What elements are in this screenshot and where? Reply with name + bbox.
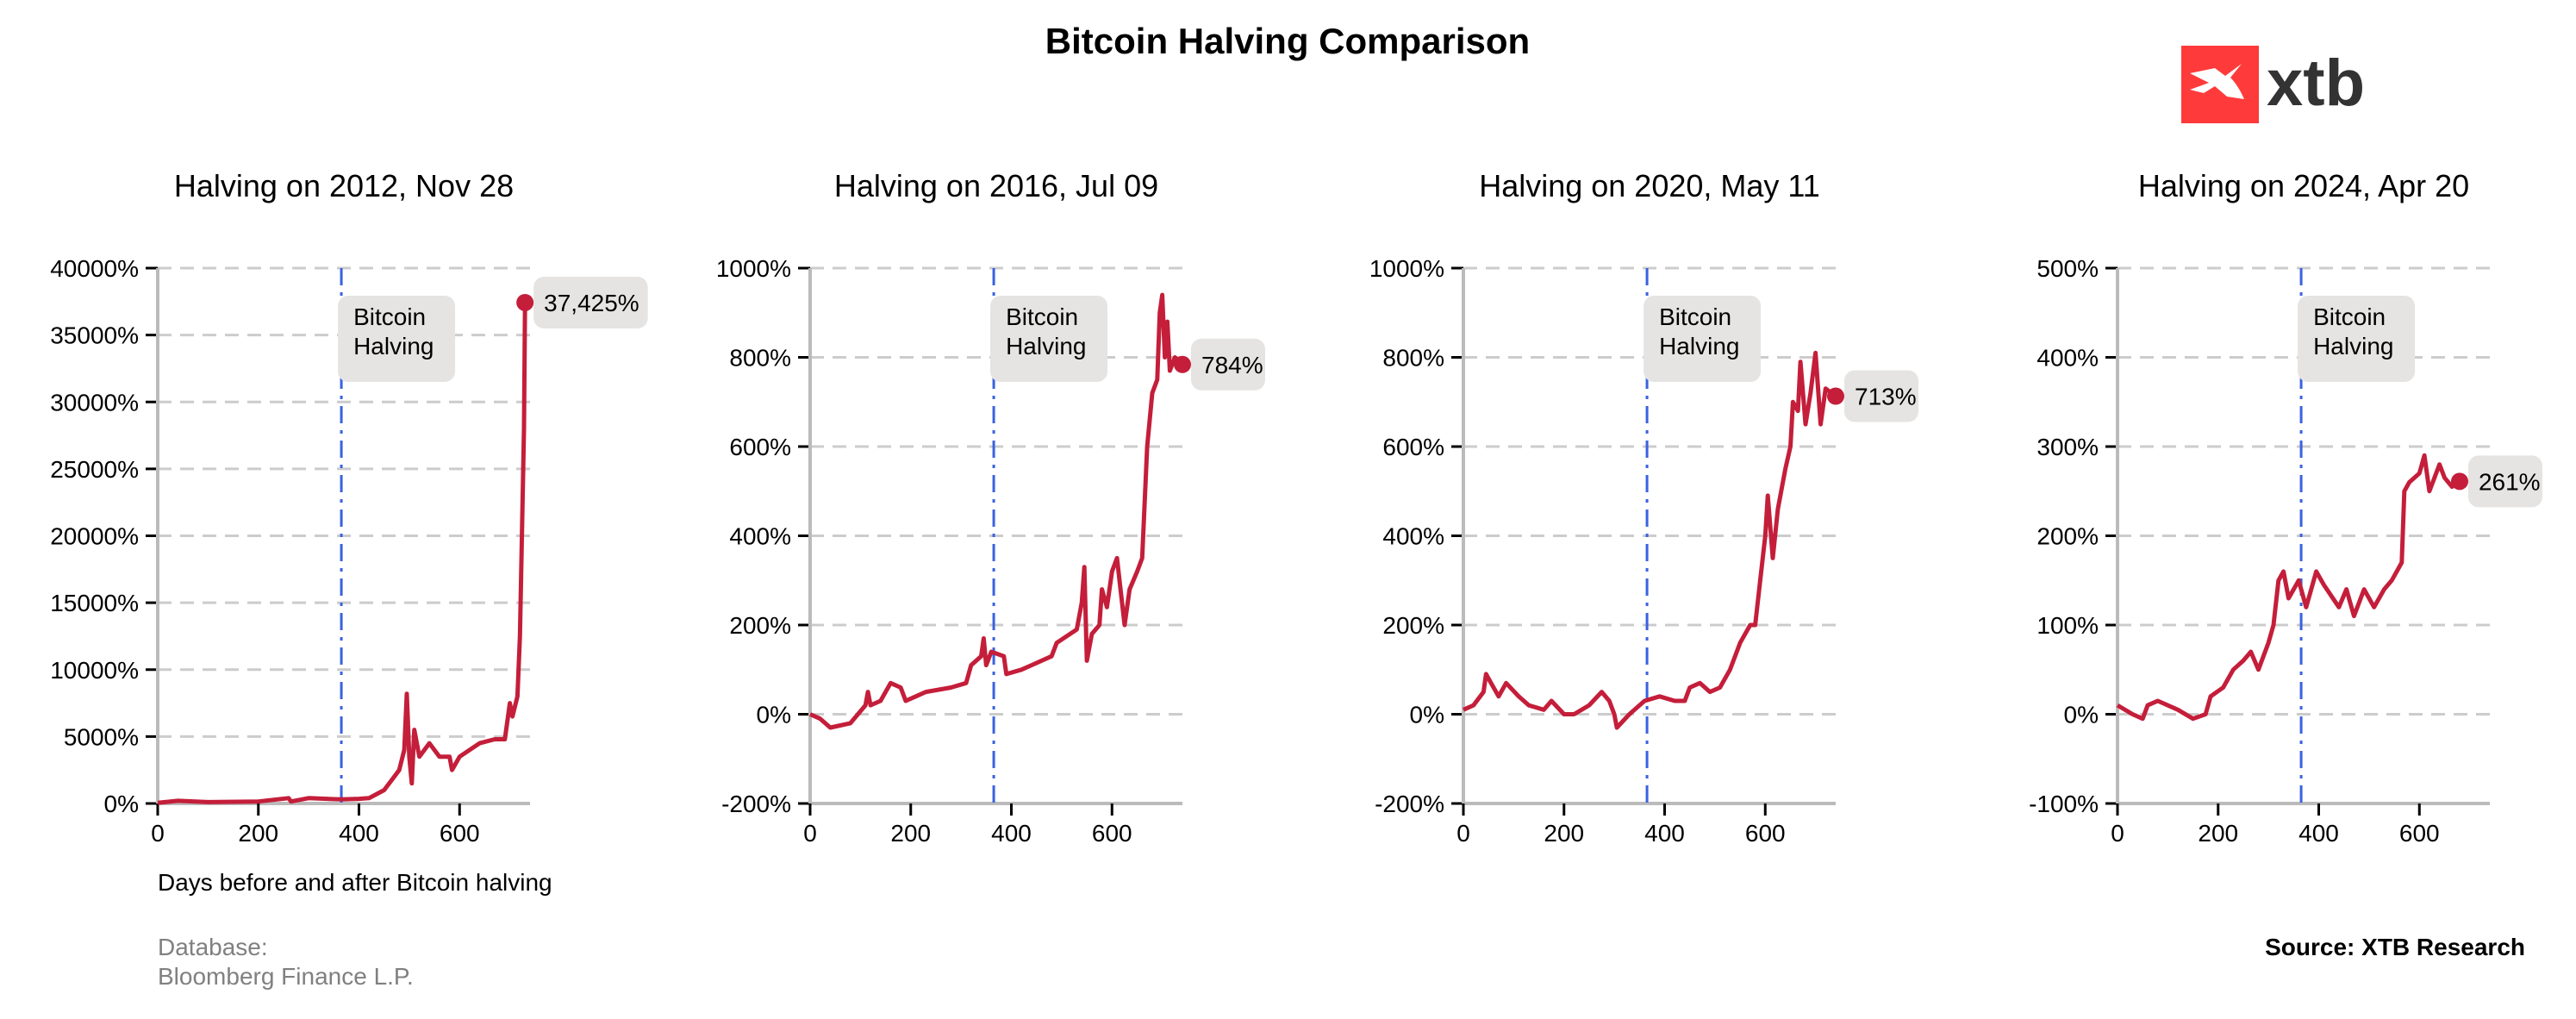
x-tick-label: 400 (2298, 820, 2339, 847)
x-tick-label: 600 (2399, 820, 2440, 847)
y-tick-label: 25000% (50, 456, 139, 483)
end-value-label: 784% (1201, 352, 1263, 378)
database-label: Database: (158, 934, 268, 960)
halving-annotation-text: Halving (353, 333, 433, 359)
halving-annotation-box (338, 296, 456, 382)
y-tick-label: 0% (757, 702, 791, 728)
panel-title: Halving on 2016, Jul 09 (834, 168, 1158, 203)
price-line (1462, 350, 1837, 730)
x-tick-label: 0 (1456, 820, 1470, 847)
y-tick-label: 400% (729, 523, 791, 550)
halving-annotation-box (990, 296, 1108, 382)
end-value-box (2467, 455, 2542, 508)
x-tick-label: 200 (2198, 820, 2238, 847)
x-tick-label: 200 (890, 820, 931, 847)
end-point (1174, 355, 1191, 373)
end-value-box (533, 276, 648, 328)
y-tick-label: 400% (1382, 523, 1444, 550)
y-tick-label: 400% (2036, 345, 2099, 372)
x-tick-label: 0 (2111, 820, 2124, 847)
database-value: Bloomberg Finance L.P. (158, 963, 414, 990)
y-tick-label: 100% (2036, 612, 2099, 639)
halving-annotation-text: Bitcoin (2313, 303, 2386, 330)
halving-annotation-text: Halving (2313, 333, 2393, 359)
x-tick-label: 600 (440, 820, 480, 847)
x-tick-label: 600 (1092, 820, 1132, 847)
y-tick-label: 800% (1382, 345, 1444, 372)
halving-annotation-text: Bitcoin (1006, 303, 1078, 330)
x-tick-label: 400 (991, 820, 1032, 847)
halving-annotation-box (1644, 296, 1762, 382)
y-tick-label: 600% (1382, 434, 1444, 460)
end-value-label: 261% (2479, 468, 2541, 495)
panel-4: Halving on 2024, Apr 20 -100% 0% 100% 200% 30… (2029, 168, 2542, 847)
y-tick-label: 15000% (50, 590, 139, 616)
y-tick-label: 5000% (64, 723, 139, 750)
y-tick-label: -100% (2029, 791, 2099, 817)
logo-text: xtb (2267, 47, 2365, 120)
x-tick-label: 400 (339, 820, 379, 847)
xtb-logo: xtb (2181, 46, 2365, 123)
end-point (2450, 472, 2468, 491)
end-value-box (1844, 370, 1918, 422)
halving-annotation-text: Bitcoin (353, 303, 426, 330)
halving-annotation-text: Halving (1006, 333, 1086, 359)
y-tick-label: 0% (2064, 702, 2099, 728)
y-tick-label: 300% (2036, 434, 2099, 460)
y-tick-label: 500% (2036, 255, 2099, 282)
halving-annotation-box (2298, 296, 2416, 382)
y-tick-label: 35000% (50, 322, 139, 349)
x-tick-label: 600 (1745, 820, 1786, 847)
panel-title: Halving on 2024, Apr 20 (2138, 168, 2469, 203)
y-tick-label: 800% (729, 345, 791, 372)
price-line (808, 292, 1184, 730)
x-tick-label: 200 (238, 820, 278, 847)
y-tick-label: 200% (1382, 612, 1444, 639)
y-tick-label: 200% (2036, 523, 2099, 550)
x-tick-label: 0 (803, 820, 817, 847)
figure-title: Bitcoin Halving Comparison (1045, 21, 1530, 61)
y-tick-label: -200% (1375, 791, 1444, 817)
end-point (516, 293, 534, 311)
halving-annotation: Bitcoin Halving (338, 296, 456, 382)
price-line (157, 302, 527, 805)
end-point (1827, 387, 1844, 405)
end-value-label: 37,425% (544, 290, 639, 316)
halving-annotation: Bitcoin Halving (1644, 296, 1762, 382)
panel-1: Halving on 2012, Nov 28 0% 5000% 10000% 1500… (50, 168, 648, 847)
x-tick-label: 0 (151, 820, 165, 847)
y-tick-label: 600% (729, 434, 791, 460)
x-axis-label: Days before and after Bitcoin halving (158, 869, 552, 896)
halving-annotation-text: Bitcoin (1659, 303, 1731, 330)
panel-2: Halving on 2016, Jul 09 -200% 0% 200% 400% 60… (716, 168, 1265, 847)
y-tick-label: 10000% (50, 657, 139, 684)
x-tick-label: 200 (1544, 820, 1584, 847)
halving-annotation-text: Halving (1659, 333, 1739, 359)
halving-annotation: Bitcoin Halving (990, 296, 1108, 382)
price-line (2116, 453, 2461, 722)
panel-title: Halving on 2012, Nov 28 (174, 168, 514, 203)
panel-title: Halving on 2020, May 11 (1479, 168, 1820, 203)
y-tick-label: 1000% (1369, 255, 1444, 282)
y-tick-label: 30000% (50, 389, 139, 416)
y-tick-label: 1000% (716, 255, 791, 282)
y-tick-label: 40000% (50, 255, 139, 282)
halving-annotation: Bitcoin Halving (2298, 296, 2416, 382)
y-tick-label: 20000% (50, 523, 139, 550)
y-tick-label: -200% (721, 791, 791, 817)
x-tick-label: 400 (1644, 820, 1685, 847)
source-label: Source: XTB Research (2265, 934, 2525, 960)
panel-3: Halving on 2020, May 11 -200% 0% 200% 400% 60… (1369, 168, 1918, 847)
end-value-label: 713% (1855, 384, 1917, 410)
end-value-box (1191, 338, 1265, 391)
y-tick-label: 0% (1410, 702, 1444, 728)
y-tick-label: 200% (729, 612, 791, 639)
logo-x-icon (2190, 64, 2244, 99)
y-tick-label: 0% (104, 791, 139, 817)
